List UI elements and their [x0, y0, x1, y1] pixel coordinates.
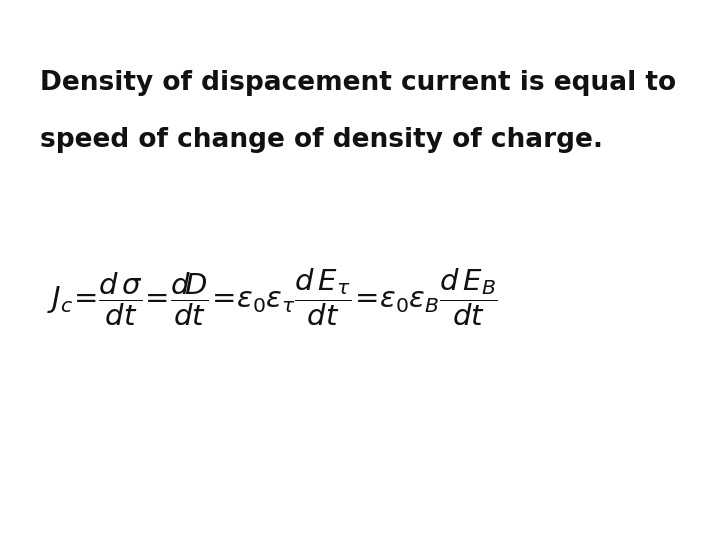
- Text: speed of change of density of charge.: speed of change of density of charge.: [40, 127, 603, 153]
- Text: Density of dispacement current is equal to: Density of dispacement current is equal …: [40, 70, 676, 96]
- Text: $J_c\!=\!\dfrac{d\,\sigma}{dt}\!=\!\dfrac{d\!D}{dt}\!=\!\varepsilon_0\varepsilon: $J_c\!=\!\dfrac{d\,\sigma}{dt}\!=\!\dfra…: [47, 266, 498, 328]
